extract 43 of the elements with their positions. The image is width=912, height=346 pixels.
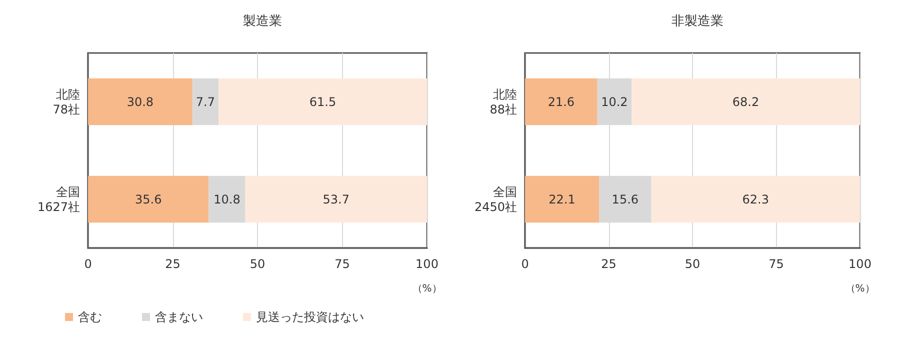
- data-label: 35.6: [134, 192, 162, 206]
- x-tick-label: 0: [521, 257, 529, 271]
- x-tick-label: 100: [416, 257, 438, 271]
- data-label: 15.6: [612, 192, 639, 206]
- x-axis-title: （%）: [412, 284, 442, 294]
- legend-label: 含まない: [155, 310, 203, 324]
- bar: [245, 176, 427, 223]
- y-tick-label: 全国 1627社: [37, 184, 80, 214]
- data-label: 61.5: [309, 94, 336, 109]
- chart-title: 非製造業: [672, 14, 724, 29]
- bar: [525, 78, 598, 126]
- data-label: 22.1: [548, 192, 576, 206]
- data-label: 30.8: [126, 94, 154, 109]
- legend-label: 含む: [78, 310, 102, 324]
- bar: [208, 176, 246, 223]
- x-tick-label: 75: [334, 257, 350, 271]
- x-axis-title: （%）: [845, 284, 875, 294]
- bar: [525, 176, 600, 223]
- chart-title: 製造業: [243, 14, 282, 29]
- y-tick-label: 北陸 78社: [52, 87, 80, 116]
- bar: [651, 176, 860, 223]
- x-tick-label: 25: [165, 257, 180, 271]
- data-label: 62.3: [742, 192, 770, 206]
- bar: [218, 78, 427, 126]
- legend-label: 見送った投資はない: [256, 310, 364, 324]
- data-label: 10.2: [601, 94, 628, 109]
- data-label: 21.6: [548, 94, 575, 109]
- bar: [632, 78, 860, 126]
- bar: [192, 78, 219, 126]
- x-tick-label: 0: [84, 257, 92, 271]
- x-tick-label: 50: [250, 257, 266, 271]
- x-tick-label: 75: [768, 257, 784, 271]
- x-tick-label: 50: [684, 257, 700, 271]
- y-tick-label: 北陸 88社: [490, 87, 517, 116]
- y-tick-label: 全国 2450社: [474, 184, 517, 214]
- bar: [88, 78, 192, 126]
- x-tick-label: 25: [601, 257, 616, 271]
- data-label: 10.8: [214, 192, 240, 206]
- x-tick-label: 100: [848, 257, 872, 271]
- bar: [88, 176, 209, 223]
- data-label: 7.7: [196, 94, 216, 109]
- data-label: 68.2: [732, 94, 760, 109]
- data-label: 53.7: [322, 192, 350, 206]
